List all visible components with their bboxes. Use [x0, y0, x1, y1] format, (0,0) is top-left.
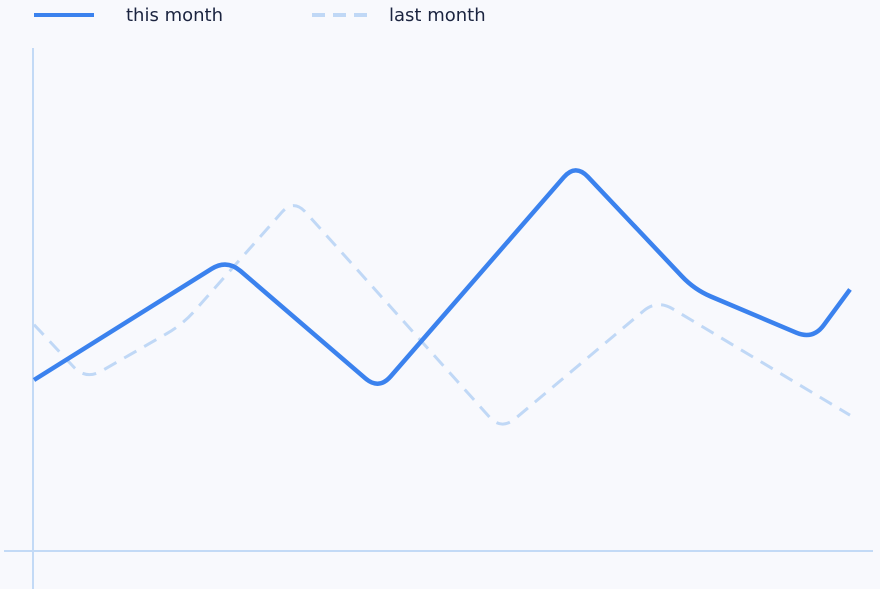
axes [4, 48, 873, 589]
series-line-this-month [32, 168, 852, 386]
legend: this month last month [34, 5, 486, 26]
series-line-last-month [32, 204, 851, 426]
series-layer [32, 168, 852, 426]
legend-label-last-month: last month [389, 5, 486, 26]
legend-label-this-month: this month [126, 5, 223, 26]
